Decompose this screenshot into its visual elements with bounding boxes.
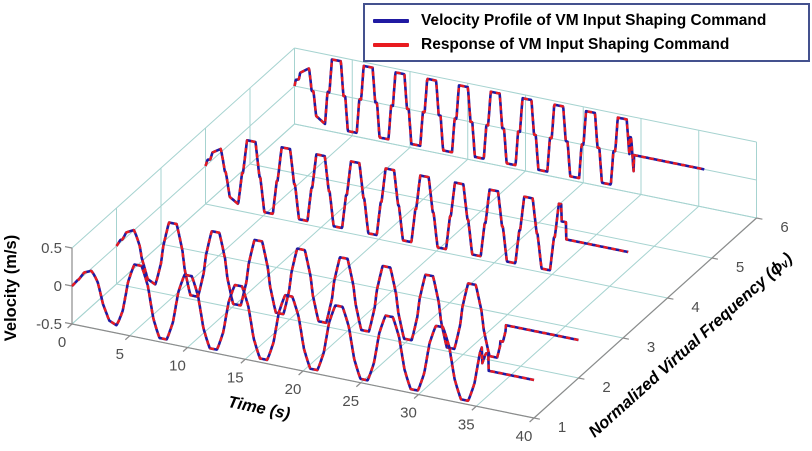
y-tick — [622, 337, 630, 340]
x-tick — [413, 394, 419, 399]
x-axis-label: Time (s) — [226, 393, 292, 423]
grid-bottom-x — [475, 205, 700, 407]
legend: Velocity Profile of VM Input Shaping Com… — [363, 3, 810, 62]
z-tick — [64, 284, 73, 287]
z-tick — [64, 322, 73, 325]
x-tick-label: 30 — [400, 405, 417, 422]
y-axis-edge — [533, 217, 757, 419]
z-tick — [64, 246, 73, 249]
legend-item-response: Response of VM Input Shaping Command — [373, 34, 800, 55]
legend-label-command: Velocity Profile of VM Input Shaping Com… — [421, 11, 767, 29]
legend-line-red-icon — [373, 42, 409, 47]
grid-left-z — [71, 123, 295, 325]
x-tick — [240, 358, 246, 364]
x-tick-label: 0 — [58, 334, 66, 351]
x-tick — [471, 405, 477, 411]
grid-bottom-x — [418, 194, 642, 395]
grid-lines — [71, 47, 757, 419]
y-tick-label: 5 — [736, 259, 744, 276]
x-tick-label: 5 — [116, 346, 124, 363]
y-tick — [533, 417, 541, 420]
y-tick — [667, 297, 674, 300]
grid-bottom-x — [360, 182, 584, 384]
y-tick-label: 6 — [780, 219, 788, 236]
grid-left-z — [71, 47, 295, 249]
grid-back-z — [294, 47, 757, 143]
z-tick-label: 0.5 — [41, 240, 62, 257]
x-tick — [124, 335, 131, 341]
y-axis-label: Normalized Virtual Frequency (ϕᵥ) — [585, 249, 796, 441]
x-tick-label: 25 — [342, 393, 359, 410]
legend-line-blue-icon — [373, 18, 409, 23]
z-tick-label: 0 — [54, 278, 62, 295]
grid-left-z — [71, 85, 295, 287]
x-tick — [182, 347, 188, 352]
response-line-f4 — [204, 139, 629, 272]
command-line-f1 — [71, 263, 535, 403]
y-tick — [578, 377, 585, 380]
y-tick-label: 2 — [602, 379, 610, 396]
y-tick — [711, 257, 719, 260]
tick-marks — [64, 217, 763, 423]
response-line-f1 — [71, 263, 535, 402]
response-line-f6 — [293, 58, 705, 186]
y-tick-label: 4 — [691, 299, 699, 316]
command-line-f2 — [115, 221, 580, 359]
z-tick-label: -0.5 — [36, 316, 62, 333]
grid-bottom-x — [187, 147, 411, 348]
grid-bottom-y — [205, 203, 668, 299]
response-line-f2 — [115, 221, 580, 359]
x-tick-label: 20 — [285, 381, 302, 398]
x-tick-label: 10 — [169, 358, 186, 375]
grid-bottom-y — [160, 243, 624, 339]
x-tick-label: 35 — [458, 416, 475, 433]
x-tick — [298, 370, 304, 376]
wave-lines — [71, 58, 706, 403]
command-line-f4 — [204, 139, 630, 272]
y-tick-label: 3 — [647, 339, 655, 356]
x-tick — [529, 417, 535, 423]
x-tick — [67, 323, 73, 329]
grid-back-z — [294, 123, 757, 219]
grid-bottom-y — [116, 283, 579, 379]
z-axis-label: Velocity (m/s) — [2, 235, 20, 341]
legend-label-response: Response of VM Input Shaping Command — [421, 35, 730, 53]
y-tick — [756, 217, 763, 220]
x-tick-label: 40 — [516, 428, 533, 445]
x-tick — [355, 382, 362, 388]
legend-item-command: Velocity Profile of VM Input Shaping Com… — [373, 10, 800, 31]
x-tick-label: 15 — [227, 369, 244, 386]
y-tick-label: 1 — [558, 419, 566, 436]
